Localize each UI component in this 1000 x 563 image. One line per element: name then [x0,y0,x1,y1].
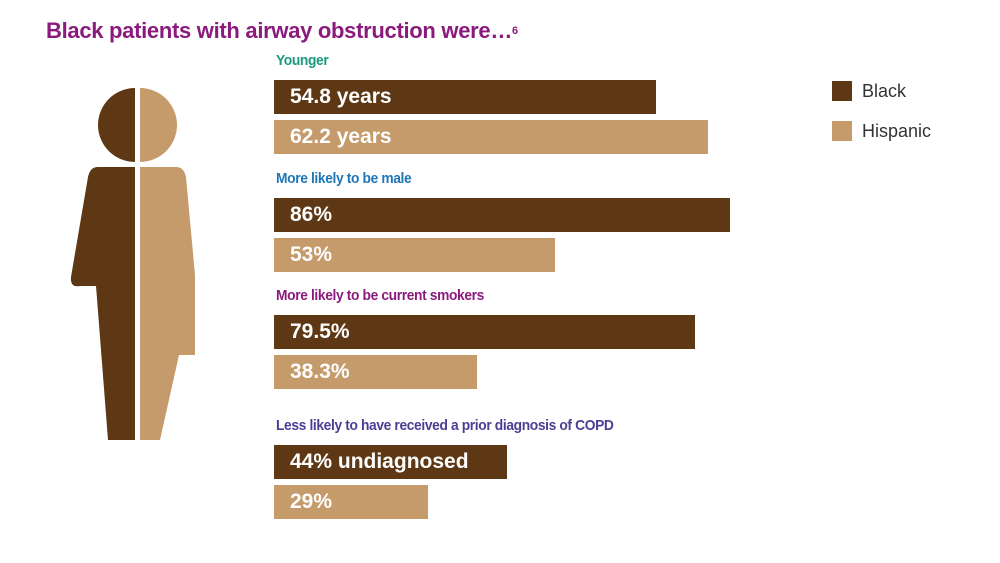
legend-label: Black [862,81,907,101]
group-label: Less likely to have received a prior dia… [276,417,614,434]
legend-swatch [832,81,852,101]
group-label: More likely to be male [276,170,412,187]
bar-hispanic: 62.2 years [274,120,708,154]
bar-value-label: 79.5% [290,320,350,343]
legend-label: Hispanic [862,121,932,141]
person-figure-right-body [140,167,195,440]
bar-value-label: 29% [290,490,333,513]
title-footnote: 6 [512,25,518,37]
bar-black: 79.5% [274,315,696,349]
legend-swatch [832,121,852,141]
legend: Black Hispanic [832,80,982,160]
group-label: Younger [276,52,329,69]
bar-hispanic: 38.3% [274,355,477,389]
bar-hispanic: 29% [274,485,428,519]
bar-value-label: 62.2 years [290,125,392,148]
person-figure-icon [70,88,195,440]
person-figure-left-head [98,88,135,162]
bar-chart: Younger 54.8 years 62.2 years More likely t… [270,52,830,532]
bar-hispanic: 53% [274,238,555,272]
bar-value-label: 38.3% [290,360,350,383]
bar-value-label: 44% undiagnosed [290,450,469,473]
person-figure-right-head [140,88,177,162]
bar-black: 54.8 years [274,80,657,114]
bar-value-label: 54.8 years [290,85,392,108]
person-figure-left-body [70,167,135,440]
group-label: More likely to be current smokers [276,287,484,304]
bar-value-label: 86% [290,203,333,226]
bar-black: 44% undiagnosed [274,445,508,479]
chart-title-text: Black patients with airway obstruction w… [46,18,513,43]
chart-title: Black patients with airway obstruction w… [46,18,518,44]
bar-black: 86% [274,198,730,232]
bar-value-label: 53% [290,243,333,266]
